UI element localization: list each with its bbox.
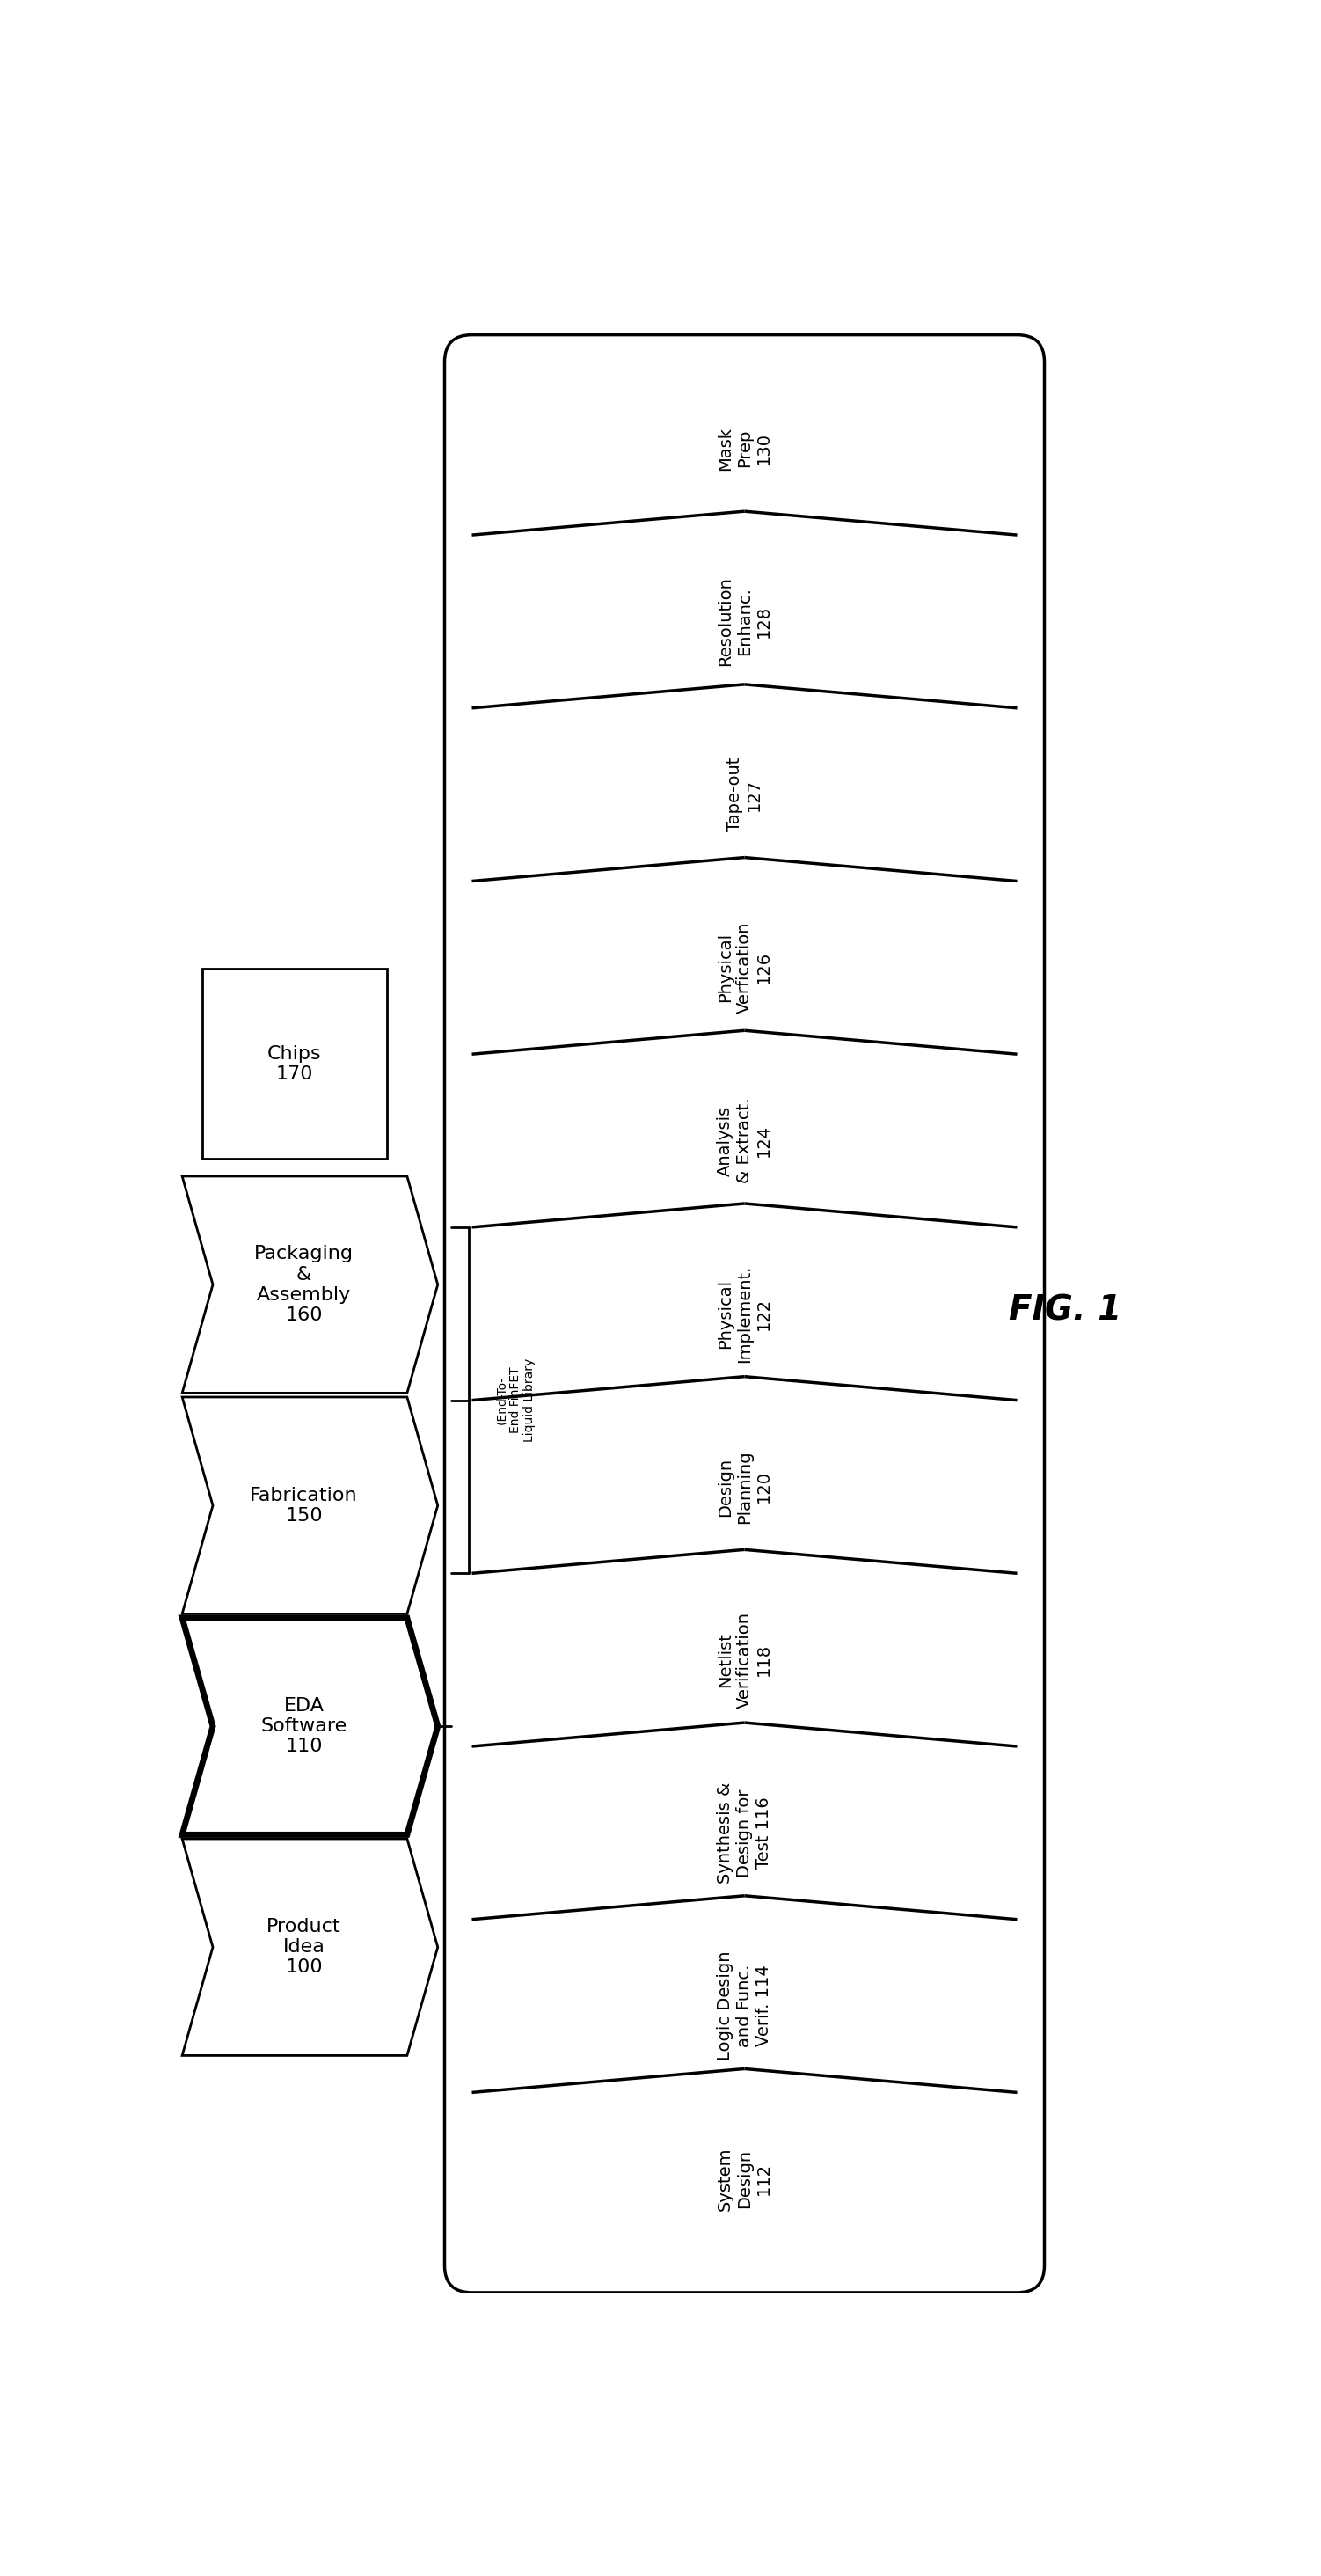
Text: Design
Planning
120: Design Planning 120 (717, 1450, 773, 1522)
Text: EDA
Software
110: EDA Software 110 (260, 1698, 347, 1754)
Text: FIG. 1: FIG. 1 (1008, 1293, 1122, 1327)
Text: (End-To-
End FinFET
Liquid Library: (End-To- End FinFET Liquid Library (495, 1358, 536, 1443)
Text: Fabrication
150: Fabrication 150 (250, 1486, 358, 1525)
Text: Resolution
Enhanc.
128: Resolution Enhanc. 128 (717, 577, 773, 667)
Text: Mask
Prep
130: Mask Prep 130 (717, 428, 773, 471)
Text: Tape-out
127: Tape-out 127 (727, 757, 762, 832)
Text: Logic Design
and Func.
Verif. 114: Logic Design and Func. Verif. 114 (717, 1950, 773, 2061)
Text: Product
Idea
100: Product Idea 100 (267, 1919, 341, 1976)
Polygon shape (182, 1177, 437, 1394)
Text: Physical
Implement.
122: Physical Implement. 122 (717, 1265, 773, 1363)
FancyBboxPatch shape (445, 335, 1045, 2293)
Polygon shape (182, 1396, 437, 1613)
Text: Netlist
Verification
118: Netlist Verification 118 (717, 1613, 773, 1708)
Text: Physical
Verfication
126: Physical Verfication 126 (717, 922, 773, 1012)
Text: System
Design
112: System Design 112 (717, 2148, 773, 2210)
Polygon shape (182, 1839, 437, 2056)
Text: Analysis
& Extract.
124: Analysis & Extract. 124 (717, 1097, 773, 1182)
Text: Chips
170: Chips 170 (268, 1046, 322, 1082)
Polygon shape (182, 1618, 437, 1834)
FancyBboxPatch shape (202, 969, 387, 1159)
Text: Synthesis &
Design for
Test 116: Synthesis & Design for Test 116 (717, 1783, 773, 1883)
Text: Packaging
&
Assembly
160: Packaging & Assembly 160 (254, 1244, 354, 1324)
